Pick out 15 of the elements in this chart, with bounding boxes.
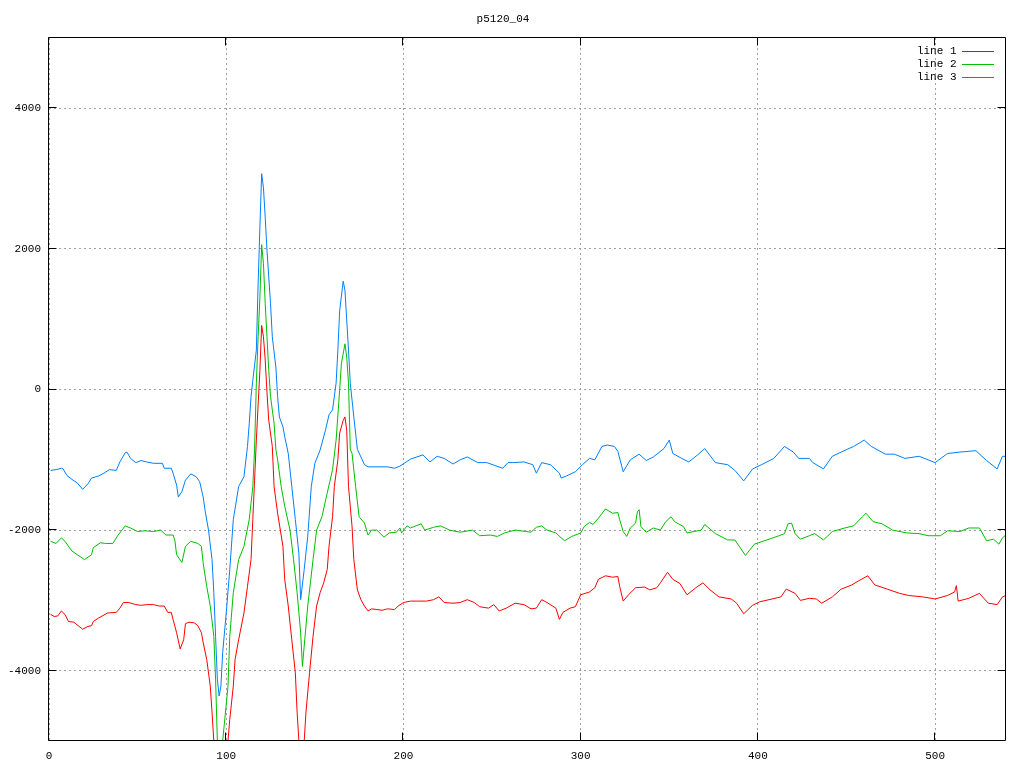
legend-label: line 3 <box>916 71 957 84</box>
x-tick-label: 300 <box>570 749 591 762</box>
y-tick-label: 4000 <box>14 102 41 115</box>
legend-label: line 1 <box>916 45 957 58</box>
x-tick-label: 100 <box>216 749 237 762</box>
x-tick-label: 500 <box>925 749 946 762</box>
y-tick-label: 0 <box>34 383 41 396</box>
y-tick-label: -2000 <box>7 524 41 537</box>
y-tick-label: 2000 <box>14 242 41 255</box>
x-tick-label: 200 <box>393 749 414 762</box>
x-tick-label: 400 <box>747 749 768 762</box>
y-tick-label: -4000 <box>7 664 41 677</box>
legend-label: line 2 <box>916 58 957 71</box>
chart-title: p5120_04 <box>476 12 530 25</box>
x-tick-label: 0 <box>45 749 53 762</box>
